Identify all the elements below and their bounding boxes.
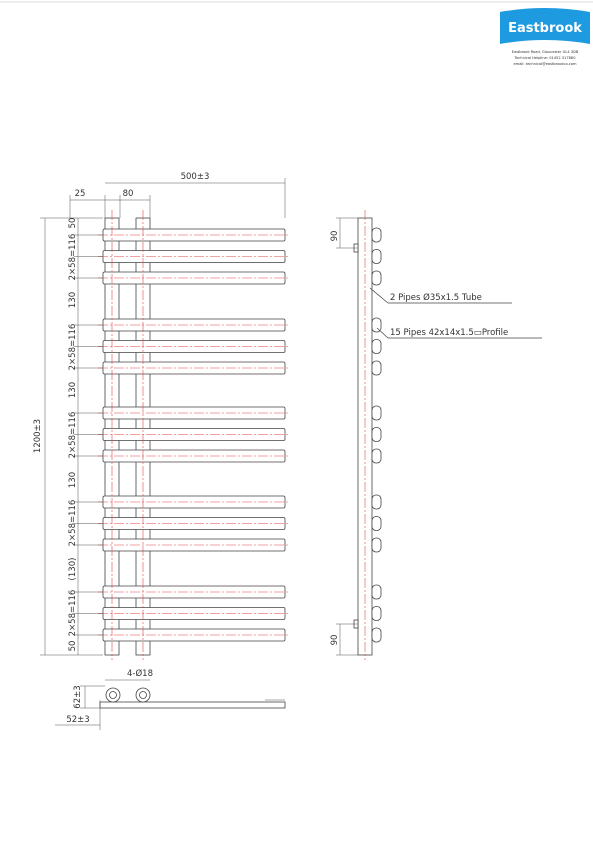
address: Technical Helpline: 01452 317880 xyxy=(514,56,577,60)
dim-label: 50 xyxy=(68,641,78,652)
profile xyxy=(371,405,382,421)
dim-label: 15 Pipes 42x14x1.5▭Profile xyxy=(390,328,508,338)
profile xyxy=(371,537,382,553)
profile xyxy=(371,270,382,286)
dim-label: 80 xyxy=(123,189,134,199)
profile xyxy=(371,494,382,510)
dim-label: 130 xyxy=(68,472,78,488)
leader xyxy=(376,327,389,339)
profile xyxy=(371,249,382,264)
tube-hole xyxy=(139,691,147,699)
tube-hole xyxy=(109,691,117,699)
profile xyxy=(371,427,382,442)
profile xyxy=(371,627,382,643)
views: 25 80 500±3 1200±3 50 2×58=116 130 2×58=116 130 2… xyxy=(33,172,542,730)
dim-label: 500±3 xyxy=(181,172,210,182)
dim-label: 4-Ø18 xyxy=(127,668,153,679)
profile xyxy=(371,516,382,531)
dim-label: 90 xyxy=(330,635,340,646)
dim-label: 25 xyxy=(75,189,86,199)
profile xyxy=(371,360,382,376)
dim-label: 130 xyxy=(68,382,78,398)
profile xyxy=(371,606,382,621)
dim-label: 52±3 xyxy=(66,715,89,725)
leader xyxy=(369,287,389,304)
logo-flag xyxy=(500,8,590,44)
dim-label: 50 xyxy=(68,218,78,229)
dim-label: 2×58=116 xyxy=(68,412,78,459)
dim-label: 2×58=116 xyxy=(68,500,78,547)
dim-label: 130 xyxy=(68,292,78,308)
logo-text: Eastbrook xyxy=(508,21,582,36)
dim-label: 2×58=116 xyxy=(68,590,78,637)
dim-label: 2×58=116 xyxy=(68,324,78,371)
profile xyxy=(371,448,382,464)
profile xyxy=(371,317,382,333)
dim-label: 62±3 xyxy=(73,685,83,708)
plan-rail xyxy=(99,701,286,709)
profile xyxy=(371,227,382,243)
dim-label: (130) xyxy=(68,558,78,581)
dim-label: 90 xyxy=(330,231,340,242)
dim-label: 1200±3 xyxy=(33,419,43,453)
profile xyxy=(371,339,382,354)
profile xyxy=(371,584,382,600)
address: Eastbrook Road, Gloucester GL4 3DB xyxy=(512,50,579,54)
dim-label: 2×58=116 xyxy=(68,234,78,281)
dim-label: 2 Pipes Ø35x1.5 Tube xyxy=(390,292,482,303)
address: email: technical@eastbrookco.com xyxy=(514,62,577,66)
